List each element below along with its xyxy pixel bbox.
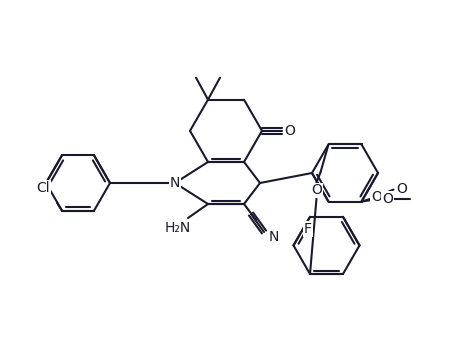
Text: O: O xyxy=(371,190,382,204)
Text: O: O xyxy=(396,182,407,196)
Text: F: F xyxy=(304,222,312,236)
Text: O: O xyxy=(311,183,322,197)
Text: H₂N: H₂N xyxy=(165,221,191,235)
Text: O: O xyxy=(382,192,393,205)
Text: N: N xyxy=(269,230,279,244)
Text: Cl: Cl xyxy=(37,181,50,195)
Text: O: O xyxy=(285,124,295,138)
Text: N: N xyxy=(170,176,180,190)
